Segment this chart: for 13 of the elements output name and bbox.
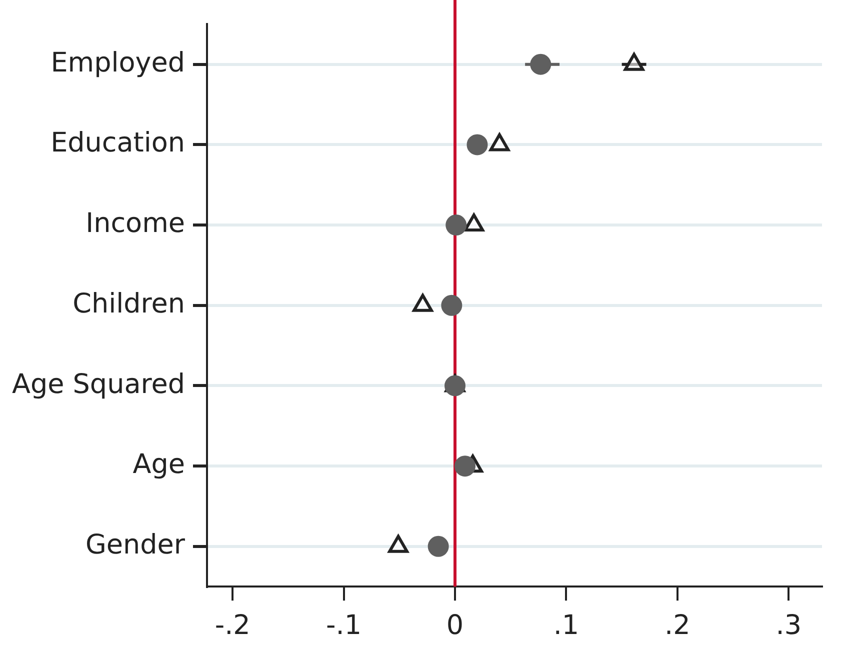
x-tick-label: -.1 [326, 610, 362, 641]
y-tick-label: Age [132, 449, 185, 480]
x-tick-label: .3 [776, 610, 802, 641]
y-tick-label: Education [50, 128, 185, 159]
x-tick-label: .2 [664, 610, 690, 641]
x-tick-label: 0 [446, 610, 464, 641]
x-tick-label: -.2 [214, 610, 250, 641]
x-tick-label: .1 [553, 610, 580, 641]
y-tick-label: Income [86, 208, 185, 240]
y-tick-label: Employed [50, 47, 185, 78]
y-tick-label: Gender [85, 529, 186, 560]
y-tick-label: Children [72, 288, 185, 320]
y-tick-label: Age Squared [12, 368, 185, 400]
